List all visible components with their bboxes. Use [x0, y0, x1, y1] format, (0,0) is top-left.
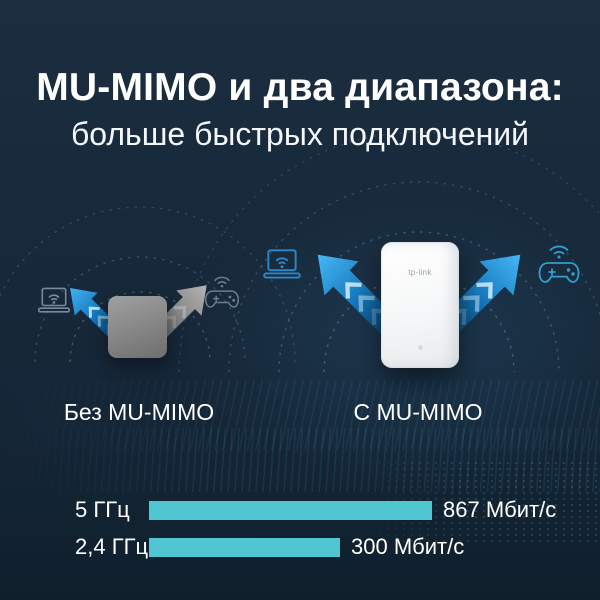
game-controller-wifi-icon: [204, 276, 240, 308]
tp-link-access-point: tp-link: [381, 242, 459, 368]
band-label-5ghz: 5 ГГц: [75, 497, 130, 522]
speed-bar-2-4ghz: [149, 537, 340, 557]
band-label-2-4ghz: 2,4 ГГц: [75, 534, 149, 559]
led-indicator: [417, 345, 423, 350]
page-title: MU-MIMO и два диапазона:: [36, 66, 564, 109]
speed-row-5ghz: 5 ГГц 867 Мбит/с: [75, 497, 600, 523]
game-controller-wifi-icon: [538, 245, 580, 283]
speed-row-2-4ghz: 2,4 ГГц 300 Мбит/с: [75, 534, 600, 560]
laptop-wifi-icon: [37, 287, 71, 313]
speed-bar-5ghz: [149, 500, 432, 520]
label-without-mu-mimo: Без MU-MIMO: [63, 399, 215, 425]
speed-value-5ghz: 867 Мбит/с: [443, 497, 557, 522]
tp-link-logo: tp-link: [408, 268, 432, 277]
speed-value-2-4ghz: 300 Мбит/с: [351, 534, 465, 559]
router-without-mu-mimo: [108, 296, 167, 358]
label-with-mu-mimo: С MU-MIMO: [353, 399, 483, 425]
laptop-wifi-icon: [263, 249, 301, 279]
page-subtitle: больше быстрых подключений: [70, 116, 530, 152]
